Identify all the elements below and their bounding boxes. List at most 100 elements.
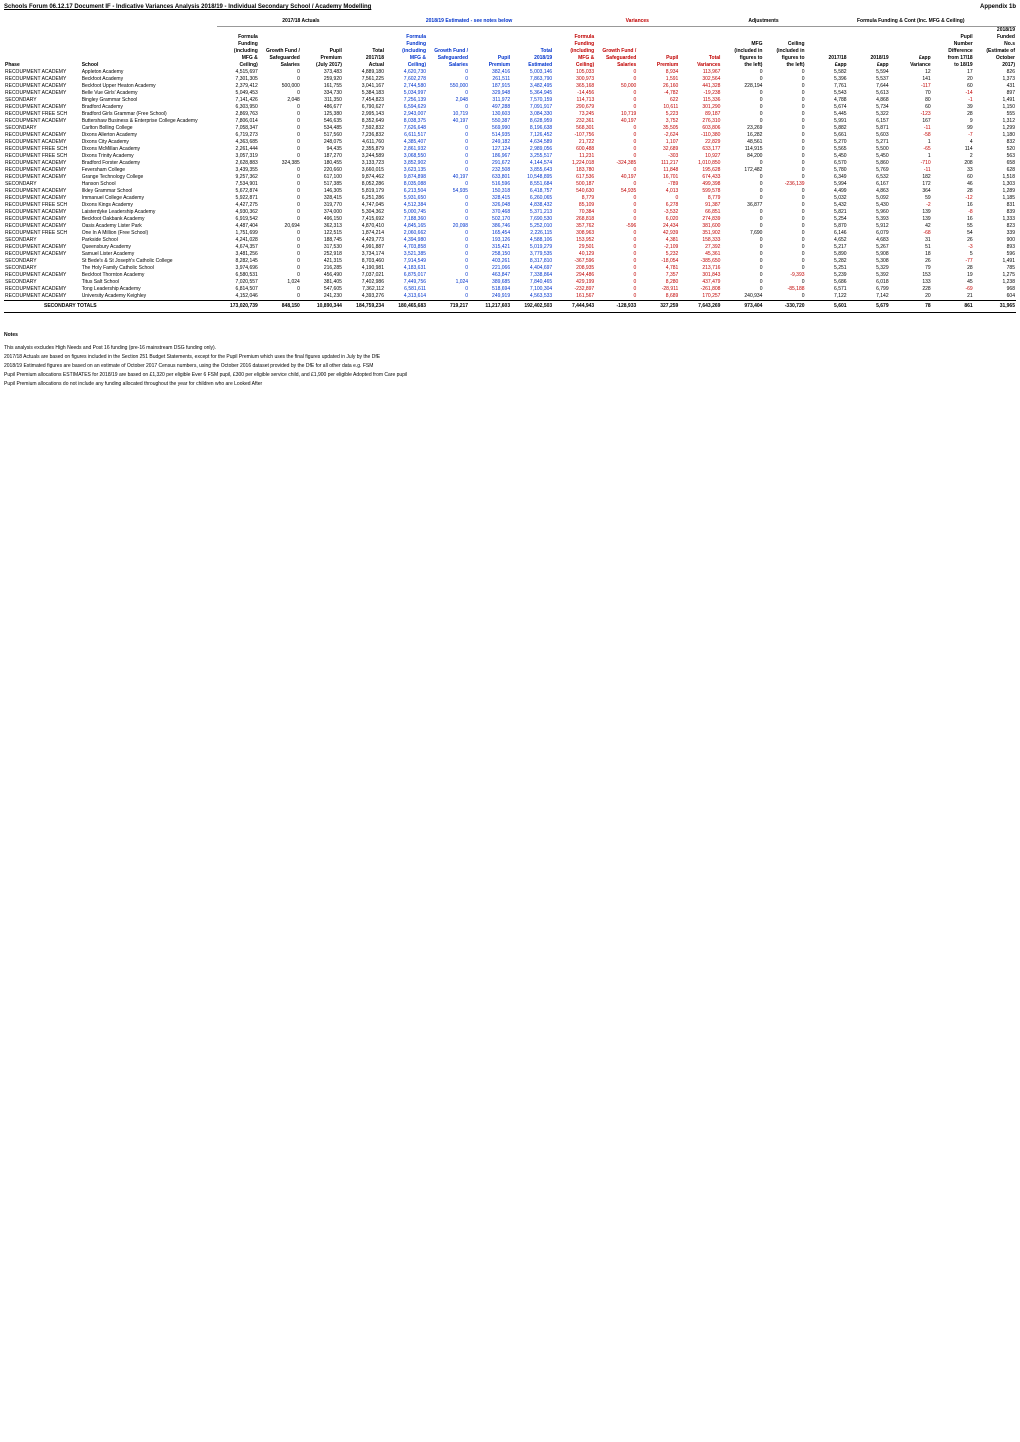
cell-a3: 241,230 bbox=[301, 293, 343, 301]
cell-e2: 5,393 bbox=[848, 216, 890, 223]
cell-e5: 832 bbox=[974, 139, 1016, 146]
cell-c3: 26,160 bbox=[637, 83, 679, 90]
cell-e5: 1,238 bbox=[974, 279, 1016, 286]
cell-b2: 0 bbox=[427, 216, 469, 223]
cell-e5: 520 bbox=[974, 146, 1016, 153]
cell-e2: 5,092 bbox=[848, 195, 890, 202]
col-d1: MFG(included infigures tothe left) bbox=[721, 27, 763, 70]
cell-a1: 7,534,901 bbox=[217, 181, 259, 188]
cell-c3: -2,109 bbox=[637, 244, 679, 251]
cell-c4: 45,361 bbox=[679, 251, 721, 258]
cell-e4: 28 bbox=[932, 111, 974, 118]
cell-a1: 4,152,046 bbox=[217, 293, 259, 301]
col-e1: 2017/18£app bbox=[806, 27, 848, 70]
cell-e4: -77 bbox=[932, 258, 974, 265]
cell-b1: 4,620,730 bbox=[385, 69, 427, 76]
cell-a4: 7,454,823 bbox=[343, 97, 385, 104]
col-b3: PupilPremium bbox=[469, 27, 511, 70]
cell-e5: 900 bbox=[974, 237, 1016, 244]
cell-e3: -11 bbox=[890, 125, 932, 132]
cell-e2: 5,908 bbox=[848, 251, 890, 258]
cell-b1: 6,581,611 bbox=[385, 286, 427, 293]
cell-d1: 228,194 bbox=[721, 83, 763, 90]
cell-c2: 0 bbox=[595, 209, 637, 216]
cell-a1: 4,241,028 bbox=[217, 237, 259, 244]
cell-a2: 0 bbox=[259, 237, 301, 244]
cell-e2: 5,267 bbox=[848, 244, 890, 251]
cell-c2: 54,935 bbox=[595, 188, 637, 195]
cell-school: One In A Million (Free School) bbox=[81, 230, 217, 237]
cell-e5: 1,491 bbox=[974, 258, 1016, 265]
col-a1: FormulaFunding(includingMFG &Ceiling) bbox=[217, 27, 259, 70]
cell-e1: 5,882 bbox=[806, 125, 848, 132]
cell-phase: SECONDARY bbox=[4, 97, 81, 104]
table-row: SECONDARYSt Bede's & St Joseph's Catholi… bbox=[4, 258, 1016, 265]
cell-c4: -110,380 bbox=[679, 132, 721, 139]
cell-d1: 0 bbox=[721, 195, 763, 202]
cell-b2: 0 bbox=[427, 181, 469, 188]
cell-b2: 20,098 bbox=[427, 223, 469, 230]
cell-a2: 0 bbox=[259, 188, 301, 195]
cell-school: Dixons Allerton Academy bbox=[81, 132, 217, 139]
cell-school: Parkside School bbox=[81, 237, 217, 244]
cell-b3: 569,990 bbox=[469, 125, 511, 132]
cell-a4: 7,402,986 bbox=[343, 279, 385, 286]
cell-e4: -3 bbox=[932, 244, 974, 251]
cell-a4: 1,874,214 bbox=[343, 230, 385, 237]
cell-c2: 0 bbox=[595, 146, 637, 153]
cell-a1: 2,628,883 bbox=[217, 160, 259, 167]
cell-phase: RECOUPMENT ACADEMY bbox=[4, 209, 81, 216]
cell-a4: 4,393,276 bbox=[343, 293, 385, 301]
cell-c2: 10,719 bbox=[595, 111, 637, 118]
table-row: RECOUPMENT ACADEMYDixons City Academy4,3… bbox=[4, 139, 1016, 146]
cell-e4: -12 bbox=[932, 195, 974, 202]
cell-e4: 5 bbox=[932, 251, 974, 258]
cell-d1: 0 bbox=[721, 244, 763, 251]
cell-b3: 516,596 bbox=[469, 181, 511, 188]
cell-c2: 0 bbox=[595, 195, 637, 202]
cell-c3: 6,020 bbox=[637, 216, 679, 223]
cell-b4: 8,551,684 bbox=[511, 181, 553, 188]
note-line: 2018/19 Estimated figures are based on a… bbox=[4, 362, 1016, 371]
cell-a3: 216,285 bbox=[301, 265, 343, 272]
cell-a4: 8,703,460 bbox=[343, 258, 385, 265]
cell-e4: -1 bbox=[932, 97, 974, 104]
cell-d2: 0 bbox=[763, 279, 805, 286]
cell-c3: 0 bbox=[637, 195, 679, 202]
col-b2: Growth Fund /SafeguardedSalaries bbox=[427, 27, 469, 70]
cell-e2: 5,537 bbox=[848, 76, 890, 83]
cell-c4: 633,177 bbox=[679, 146, 721, 153]
cell-school: Grange Technology College bbox=[81, 174, 217, 181]
cell-e4: 2 bbox=[932, 153, 974, 160]
cell-b3: 386,746 bbox=[469, 223, 511, 230]
cell-c2: 0 bbox=[595, 251, 637, 258]
cell-c4: 27,392 bbox=[679, 244, 721, 251]
cell-c3: 6,278 bbox=[637, 202, 679, 209]
table-row: SECONDARYCarlton Bolling College7,058,34… bbox=[4, 125, 1016, 132]
cell-d2: 0 bbox=[763, 90, 805, 97]
cell-c4: 1,010,850 bbox=[679, 160, 721, 167]
cell-b1: 3,068,550 bbox=[385, 153, 427, 160]
cell-e4: 46 bbox=[932, 181, 974, 188]
cell-b1: 4,183,631 bbox=[385, 265, 427, 272]
cell-d1: 114,915 bbox=[721, 146, 763, 153]
cell-a4: 4,747,045 bbox=[343, 202, 385, 209]
cell-c3: -4,782 bbox=[637, 90, 679, 97]
cell-e1: 5,870 bbox=[806, 223, 848, 230]
cell-school: Bradford Girls Grammar (Free School) bbox=[81, 111, 217, 118]
cell-b2: 0 bbox=[427, 293, 469, 301]
cell-b3: 550,387 bbox=[469, 118, 511, 125]
cell-c4: 301,843 bbox=[679, 272, 721, 279]
cell-d2: 0 bbox=[763, 104, 805, 111]
cell-c1: 300,973 bbox=[553, 76, 595, 83]
cell-c2: -324,385 bbox=[595, 160, 637, 167]
cell-c2: 0 bbox=[595, 265, 637, 272]
cell-c1: 568,301 bbox=[553, 125, 595, 132]
cell-b1: 7,256,139 bbox=[385, 97, 427, 104]
totals-b3: 11,217,603 bbox=[469, 301, 511, 313]
totals-e2: 5,679 bbox=[848, 301, 890, 313]
cell-d1: 0 bbox=[721, 104, 763, 111]
cell-c3: -2,624 bbox=[637, 132, 679, 139]
table-row: RECOUPMENT ACADEMYLaisterdyke Leadership… bbox=[4, 209, 1016, 216]
cell-c3: 8,689 bbox=[637, 293, 679, 301]
